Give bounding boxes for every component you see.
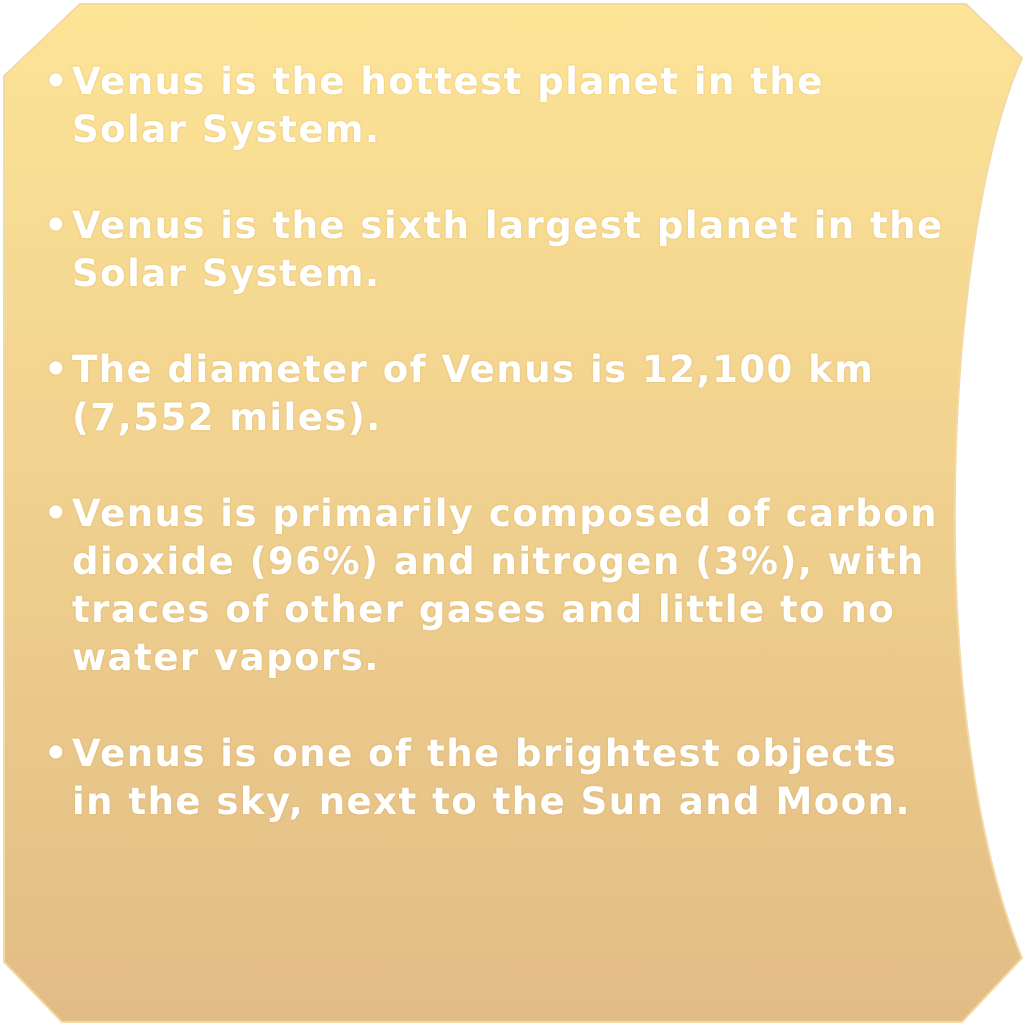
bullet-glyph: • [44,348,70,391]
fact-text: Venus is primarily composed of carbon di… [72,492,939,679]
facts-list: • Venus is the hottest planet in the Sol… [44,58,944,874]
fact-item: • The diameter of Venus is 12,100 km (7,… [44,346,944,442]
fact-item: • Venus is the sixth largest planet in t… [44,202,944,298]
fact-text: Venus is the sixth largest planet in the… [72,204,944,295]
fact-text: Venus is the hottest planet in the Solar… [72,60,824,151]
fact-item: • Venus is the hottest planet in the Sol… [44,58,944,154]
fact-item: • Venus is primarily composed of carbon … [44,490,944,682]
fact-item: • Venus is one of the brightest objects … [44,730,944,826]
card-shape [3,3,1024,1023]
bullet-glyph: • [44,204,70,247]
fact-text: The diameter of Venus is 12,100 km (7,55… [72,348,875,439]
bullet-glyph: • [44,60,70,103]
fact-text: Venus is one of the brightest objects in… [72,732,912,823]
bullet-glyph: • [44,732,70,775]
bullet-glyph: • [44,492,70,535]
